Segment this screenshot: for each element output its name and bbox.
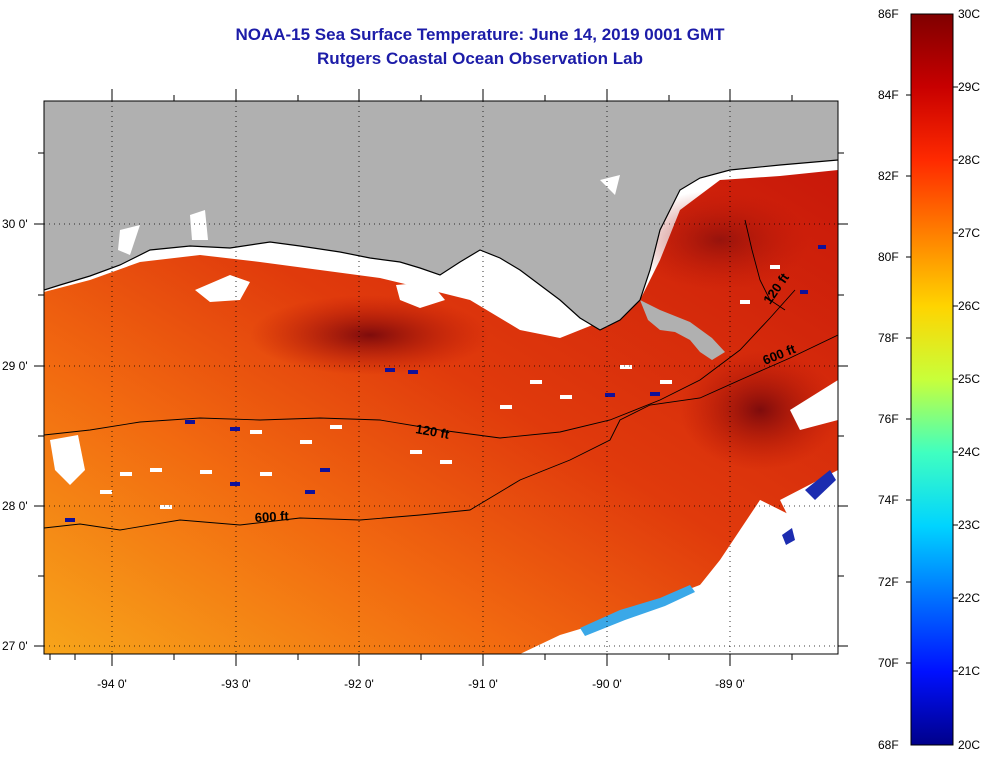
land-mass bbox=[44, 101, 838, 330]
contour-label: 600 ft bbox=[254, 508, 289, 525]
contour-600ft-west bbox=[44, 334, 838, 531]
colorbar-c-label: 21C bbox=[958, 664, 981, 678]
lon-label: -89 0' bbox=[715, 677, 745, 691]
mississippi-delta bbox=[640, 300, 725, 360]
colorbar-c-label: 28C bbox=[958, 153, 981, 167]
colorbar-f-label: 86F bbox=[878, 7, 899, 21]
colorbar-c-label: 23C bbox=[958, 518, 981, 532]
cloud-specks bbox=[100, 265, 780, 509]
lat-label: 28 0' bbox=[2, 499, 28, 513]
colorbar-c-label: 20C bbox=[958, 738, 981, 752]
contour-label: 120 ft bbox=[414, 421, 451, 442]
cold-patch bbox=[805, 470, 836, 500]
cool-band bbox=[580, 585, 695, 636]
lon-label: -91 0' bbox=[468, 677, 498, 691]
colorbar-f-label: 82F bbox=[878, 169, 899, 183]
colorbar-f-label: 80F bbox=[878, 250, 899, 264]
colorbar-ticks bbox=[906, 86, 958, 672]
sst-hot-core bbox=[250, 295, 490, 375]
lon-label: -94 0' bbox=[97, 677, 127, 691]
sst-hot-ne bbox=[630, 190, 810, 290]
colorbar-c-label: 30C bbox=[958, 7, 981, 21]
map-border bbox=[43, 100, 839, 655]
colorbar-c-label: 25C bbox=[958, 372, 981, 386]
colorbar-c-label: 29C bbox=[958, 80, 981, 94]
colorbar-f-label: 74F bbox=[878, 493, 899, 507]
lat-label: 27 0' bbox=[2, 639, 28, 653]
colorbar-f-label: 70F bbox=[878, 656, 899, 670]
contour-120ft-ne bbox=[744, 219, 786, 311]
colorbar-c-label: 22C bbox=[958, 591, 981, 605]
cold-specks bbox=[65, 245, 826, 522]
colorbar-c-label: 27C bbox=[958, 226, 981, 240]
colorbar-c-label: 24C bbox=[958, 445, 981, 459]
lon-label: -90 0' bbox=[592, 677, 622, 691]
colorbar-f-label: 72F bbox=[878, 575, 899, 589]
colorbar-f-label: 84F bbox=[878, 88, 899, 102]
colorbar-f-label: 68F bbox=[878, 738, 899, 752]
contour-120ft-west bbox=[44, 289, 796, 439]
axis-ticks bbox=[34, 89, 848, 666]
coastline bbox=[44, 159, 838, 331]
cloud-mask bbox=[50, 175, 838, 654]
colorbar-f-label: 78F bbox=[878, 331, 899, 345]
colorbar-f-label: 76F bbox=[878, 412, 899, 426]
lon-label: -92 0' bbox=[344, 677, 374, 691]
cold-patch-2 bbox=[782, 528, 795, 545]
colorbar bbox=[910, 13, 954, 746]
map-title: NOAA-15 Sea Surface Temperature: June 14… bbox=[235, 25, 725, 44]
colorbar-c-label: 26C bbox=[958, 299, 981, 313]
lat-label: 29 0' bbox=[2, 359, 28, 373]
lat-label: 30 0' bbox=[2, 217, 28, 231]
sst-hot-east bbox=[680, 350, 838, 470]
map-subtitle: Rutgers Coastal Ocean Observation Lab bbox=[317, 49, 643, 68]
graticule bbox=[44, 101, 838, 654]
lon-label: -93 0' bbox=[221, 677, 251, 691]
